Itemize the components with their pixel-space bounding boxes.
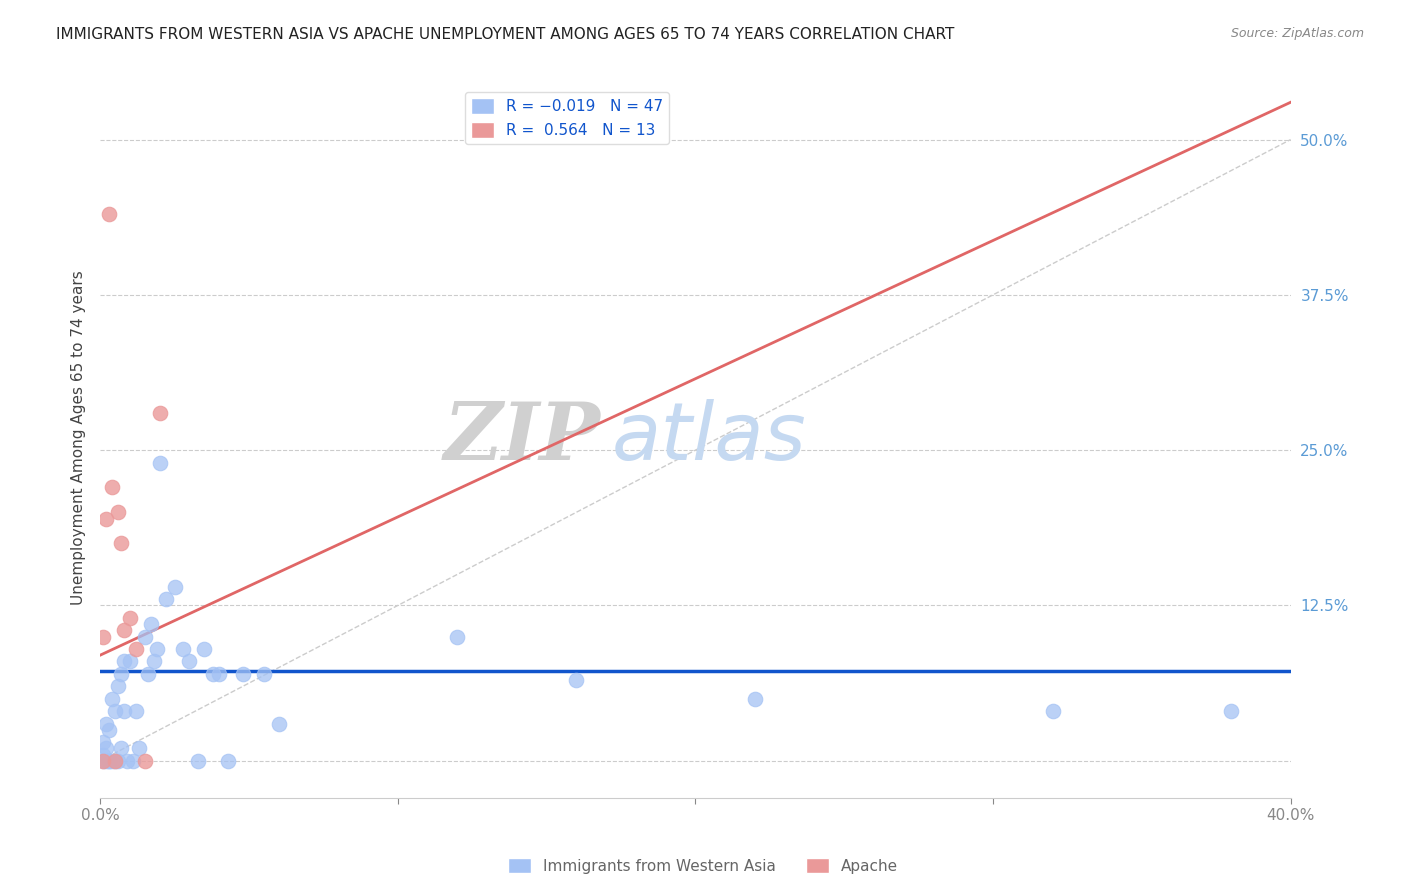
Point — [145, 642, 167, 657]
Text: atlas: atlas — [612, 399, 807, 476]
Point — [98, 723, 121, 737]
Point — [101, 691, 124, 706]
Point — [121, 754, 143, 768]
Point — [110, 741, 132, 756]
Point — [187, 754, 209, 768]
Point — [104, 754, 127, 768]
Point — [91, 754, 114, 768]
Point — [172, 642, 194, 657]
Point — [104, 754, 127, 768]
Point — [136, 666, 159, 681]
Point — [94, 741, 117, 756]
Y-axis label: Unemployment Among Ages 65 to 74 years: Unemployment Among Ages 65 to 74 years — [72, 270, 86, 605]
Point — [163, 580, 186, 594]
Point — [118, 654, 141, 668]
Text: IMMIGRANTS FROM WESTERN ASIA VS APACHE UNEMPLOYMENT AMONG AGES 65 TO 74 YEARS CO: IMMIGRANTS FROM WESTERN ASIA VS APACHE U… — [56, 27, 955, 42]
Point — [267, 716, 290, 731]
Point — [253, 666, 276, 681]
Point — [112, 624, 135, 638]
Point — [125, 704, 148, 718]
Point — [112, 654, 135, 668]
Point — [91, 630, 114, 644]
Point — [217, 754, 239, 768]
Point — [565, 673, 588, 687]
Point — [155, 592, 177, 607]
Point — [139, 617, 162, 632]
Point — [149, 406, 172, 420]
Point — [134, 630, 156, 644]
Point — [91, 735, 114, 749]
Point — [101, 480, 124, 494]
Point — [134, 754, 156, 768]
Point — [744, 691, 766, 706]
Point — [94, 511, 117, 525]
Point — [107, 505, 129, 519]
Point — [193, 642, 215, 657]
Point — [110, 536, 132, 550]
Point — [107, 754, 129, 768]
Point — [232, 666, 254, 681]
Point — [179, 654, 201, 668]
Point — [104, 704, 127, 718]
Point — [98, 207, 121, 221]
Point — [208, 666, 231, 681]
Legend: Immigrants from Western Asia, Apache: Immigrants from Western Asia, Apache — [502, 852, 904, 880]
Point — [125, 642, 148, 657]
Point — [91, 747, 114, 762]
Point — [94, 754, 117, 768]
Point — [149, 456, 172, 470]
Point — [107, 679, 129, 693]
Point — [128, 741, 150, 756]
Point — [98, 754, 121, 768]
Point — [142, 654, 165, 668]
Point — [101, 754, 124, 768]
Point — [91, 754, 114, 768]
Point — [115, 754, 138, 768]
Point — [202, 666, 225, 681]
Point — [98, 754, 121, 768]
Text: Source: ZipAtlas.com: Source: ZipAtlas.com — [1230, 27, 1364, 40]
Point — [94, 716, 117, 731]
Point — [112, 704, 135, 718]
Text: ZIP: ZIP — [443, 399, 600, 476]
Point — [1042, 704, 1064, 718]
Point — [118, 611, 141, 625]
Point — [1220, 704, 1243, 718]
Point — [110, 666, 132, 681]
Legend: R = −0.019   N = 47, R =  0.564   N = 13: R = −0.019 N = 47, R = 0.564 N = 13 — [465, 92, 669, 145]
Point — [446, 630, 468, 644]
